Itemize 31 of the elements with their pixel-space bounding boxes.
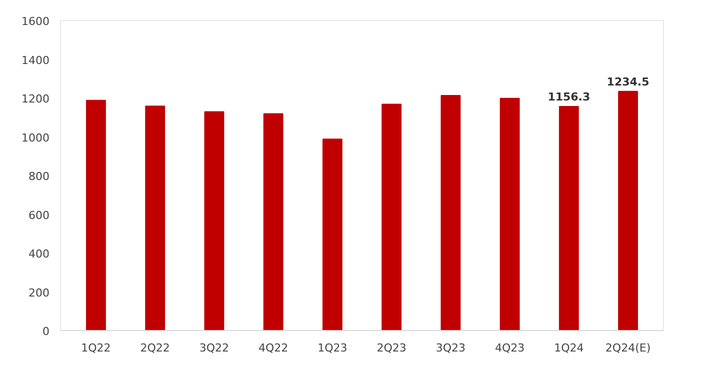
y-tick-label: 0 bbox=[42, 325, 50, 338]
x-tick-label: 3Q22 bbox=[199, 342, 230, 354]
y-tick-label: 200 bbox=[28, 286, 50, 300]
bar bbox=[500, 98, 520, 330]
data-label: 1156.3 bbox=[548, 90, 590, 104]
bar bbox=[618, 90, 638, 330]
bar bbox=[322, 138, 342, 330]
x-tick-label: 3Q23 bbox=[436, 342, 466, 354]
bar bbox=[204, 111, 224, 330]
x-tick-label: 1Q23 bbox=[318, 342, 348, 354]
data-label: 1234.5 bbox=[606, 75, 650, 88]
bar bbox=[263, 113, 284, 330]
x-tick-label: 4Q22 bbox=[258, 342, 288, 354]
bar bbox=[440, 94, 461, 330]
y-tick-label: 1000 bbox=[22, 131, 50, 144]
y-tick-label: 1600 bbox=[22, 15, 50, 28]
y-tick-label: 1200 bbox=[22, 92, 50, 106]
bar bbox=[382, 104, 402, 330]
x-tick-label: 1Q24 bbox=[554, 342, 584, 354]
bar bbox=[558, 106, 579, 330]
x-tick-label: 1Q22 bbox=[81, 342, 111, 354]
x-tick-label: 2Q23 bbox=[376, 342, 406, 354]
y-tick-label: 1400 bbox=[22, 54, 50, 67]
y-tick-label: 400 bbox=[28, 248, 50, 260]
x-tick-label: 2Q24(E) bbox=[605, 342, 651, 354]
bar bbox=[86, 100, 106, 330]
x-tick-label: 4Q23 bbox=[494, 342, 525, 354]
y-tick-label: 600 bbox=[28, 208, 50, 222]
bar bbox=[145, 106, 166, 330]
x-tick-label: 2Q22 bbox=[140, 342, 170, 354]
y-tick-label: 800 bbox=[28, 170, 50, 183]
